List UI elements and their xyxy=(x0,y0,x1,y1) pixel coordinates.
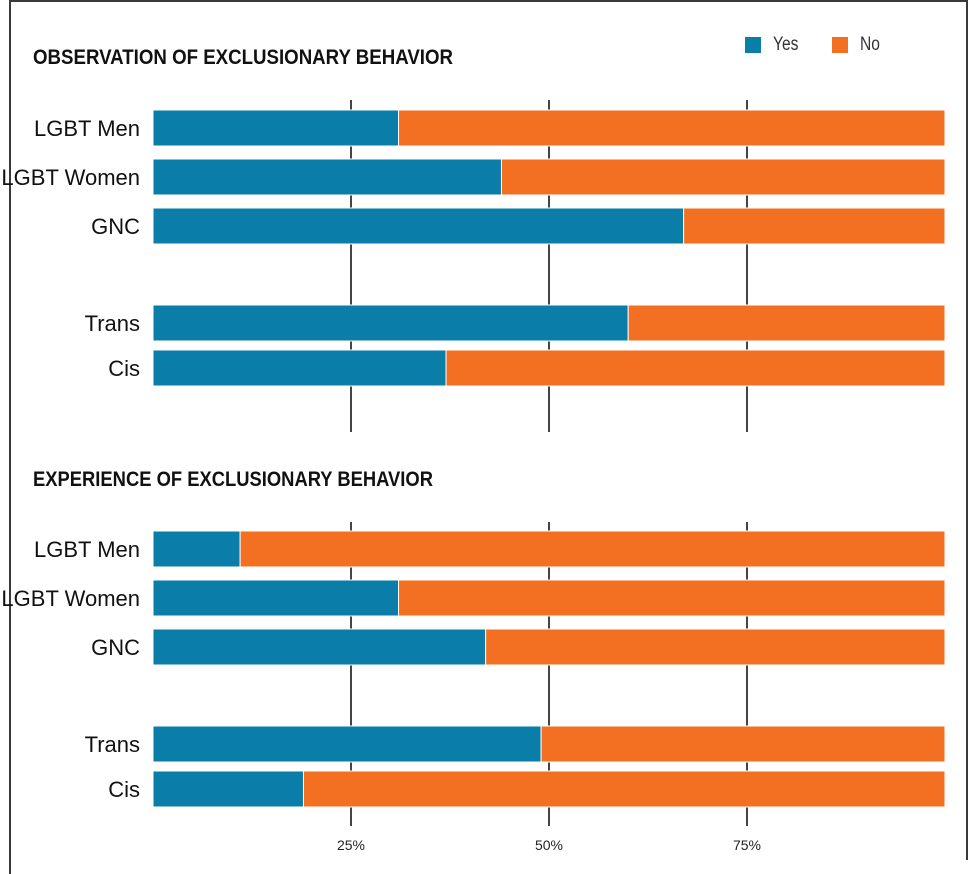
legend-item-no: No xyxy=(832,34,884,56)
bar-yes-lgbt-women xyxy=(152,579,400,617)
bar-no-lgbt-women xyxy=(500,158,946,196)
legend-label-yes: Yes xyxy=(773,34,799,55)
frame-top-border xyxy=(9,0,968,2)
bar-no-trans xyxy=(627,304,946,342)
legend-swatch-no xyxy=(832,37,848,53)
bar-yes-gnc xyxy=(152,207,685,245)
bar-yes-trans xyxy=(152,304,629,342)
bar-yes-cis xyxy=(152,770,304,808)
category-label: GNC xyxy=(91,214,140,239)
panel-title: EXPERIENCE OF EXCLUSIONARY BEHAVIOR xyxy=(33,468,433,491)
tick-label-25: 25% xyxy=(337,837,365,853)
category-label: LGBT Men xyxy=(34,116,140,141)
panel-2: EXPERIENCE OF EXCLUSIONARY BEHAVIOR 25% 50… xyxy=(1,468,946,853)
bar-no-gnc xyxy=(485,628,946,666)
category-label: Trans xyxy=(85,311,140,336)
legend-swatch-yes xyxy=(745,37,761,53)
tick-label-75: 75% xyxy=(733,837,761,853)
frame-left-border xyxy=(9,0,11,874)
bar-no-lgbt-men xyxy=(239,530,946,568)
bar-yes-lgbt-men xyxy=(152,109,400,147)
legend: Yes No xyxy=(745,34,912,56)
legend-label-no: No xyxy=(860,34,880,55)
tick-label-50: 50% xyxy=(535,837,563,853)
category-label: GNC xyxy=(91,635,140,660)
bar-no-trans xyxy=(540,725,946,763)
category-label: Cis xyxy=(108,356,140,381)
bar-no-cis xyxy=(445,349,946,387)
category-label: LGBT Men xyxy=(34,537,140,562)
bar-no-gnc xyxy=(683,207,946,245)
frame-right-border xyxy=(966,0,968,860)
bar-yes-lgbt-men xyxy=(152,530,241,568)
bar-yes-trans xyxy=(152,725,542,763)
category-label: Trans xyxy=(85,732,140,757)
legend-item-yes: Yes xyxy=(745,34,804,56)
bar-no-lgbt-men xyxy=(398,109,946,147)
category-label: LGBT Women xyxy=(1,586,140,611)
panel-title: OBSERVATION OF EXCLUSIONARY BEHAVIOR xyxy=(33,46,453,69)
category-label: Cis xyxy=(108,777,140,802)
bar-yes-gnc xyxy=(152,628,487,666)
bar-no-cis xyxy=(302,770,946,808)
panel-1: OBSERVATION OF EXCLUSIONARY BEHAVIOR LGBT… xyxy=(1,46,946,432)
bar-no-lgbt-women xyxy=(398,579,946,617)
bar-yes-lgbt-women xyxy=(152,158,502,196)
category-label: LGBT Women xyxy=(1,165,140,190)
bar-yes-cis xyxy=(152,349,447,387)
